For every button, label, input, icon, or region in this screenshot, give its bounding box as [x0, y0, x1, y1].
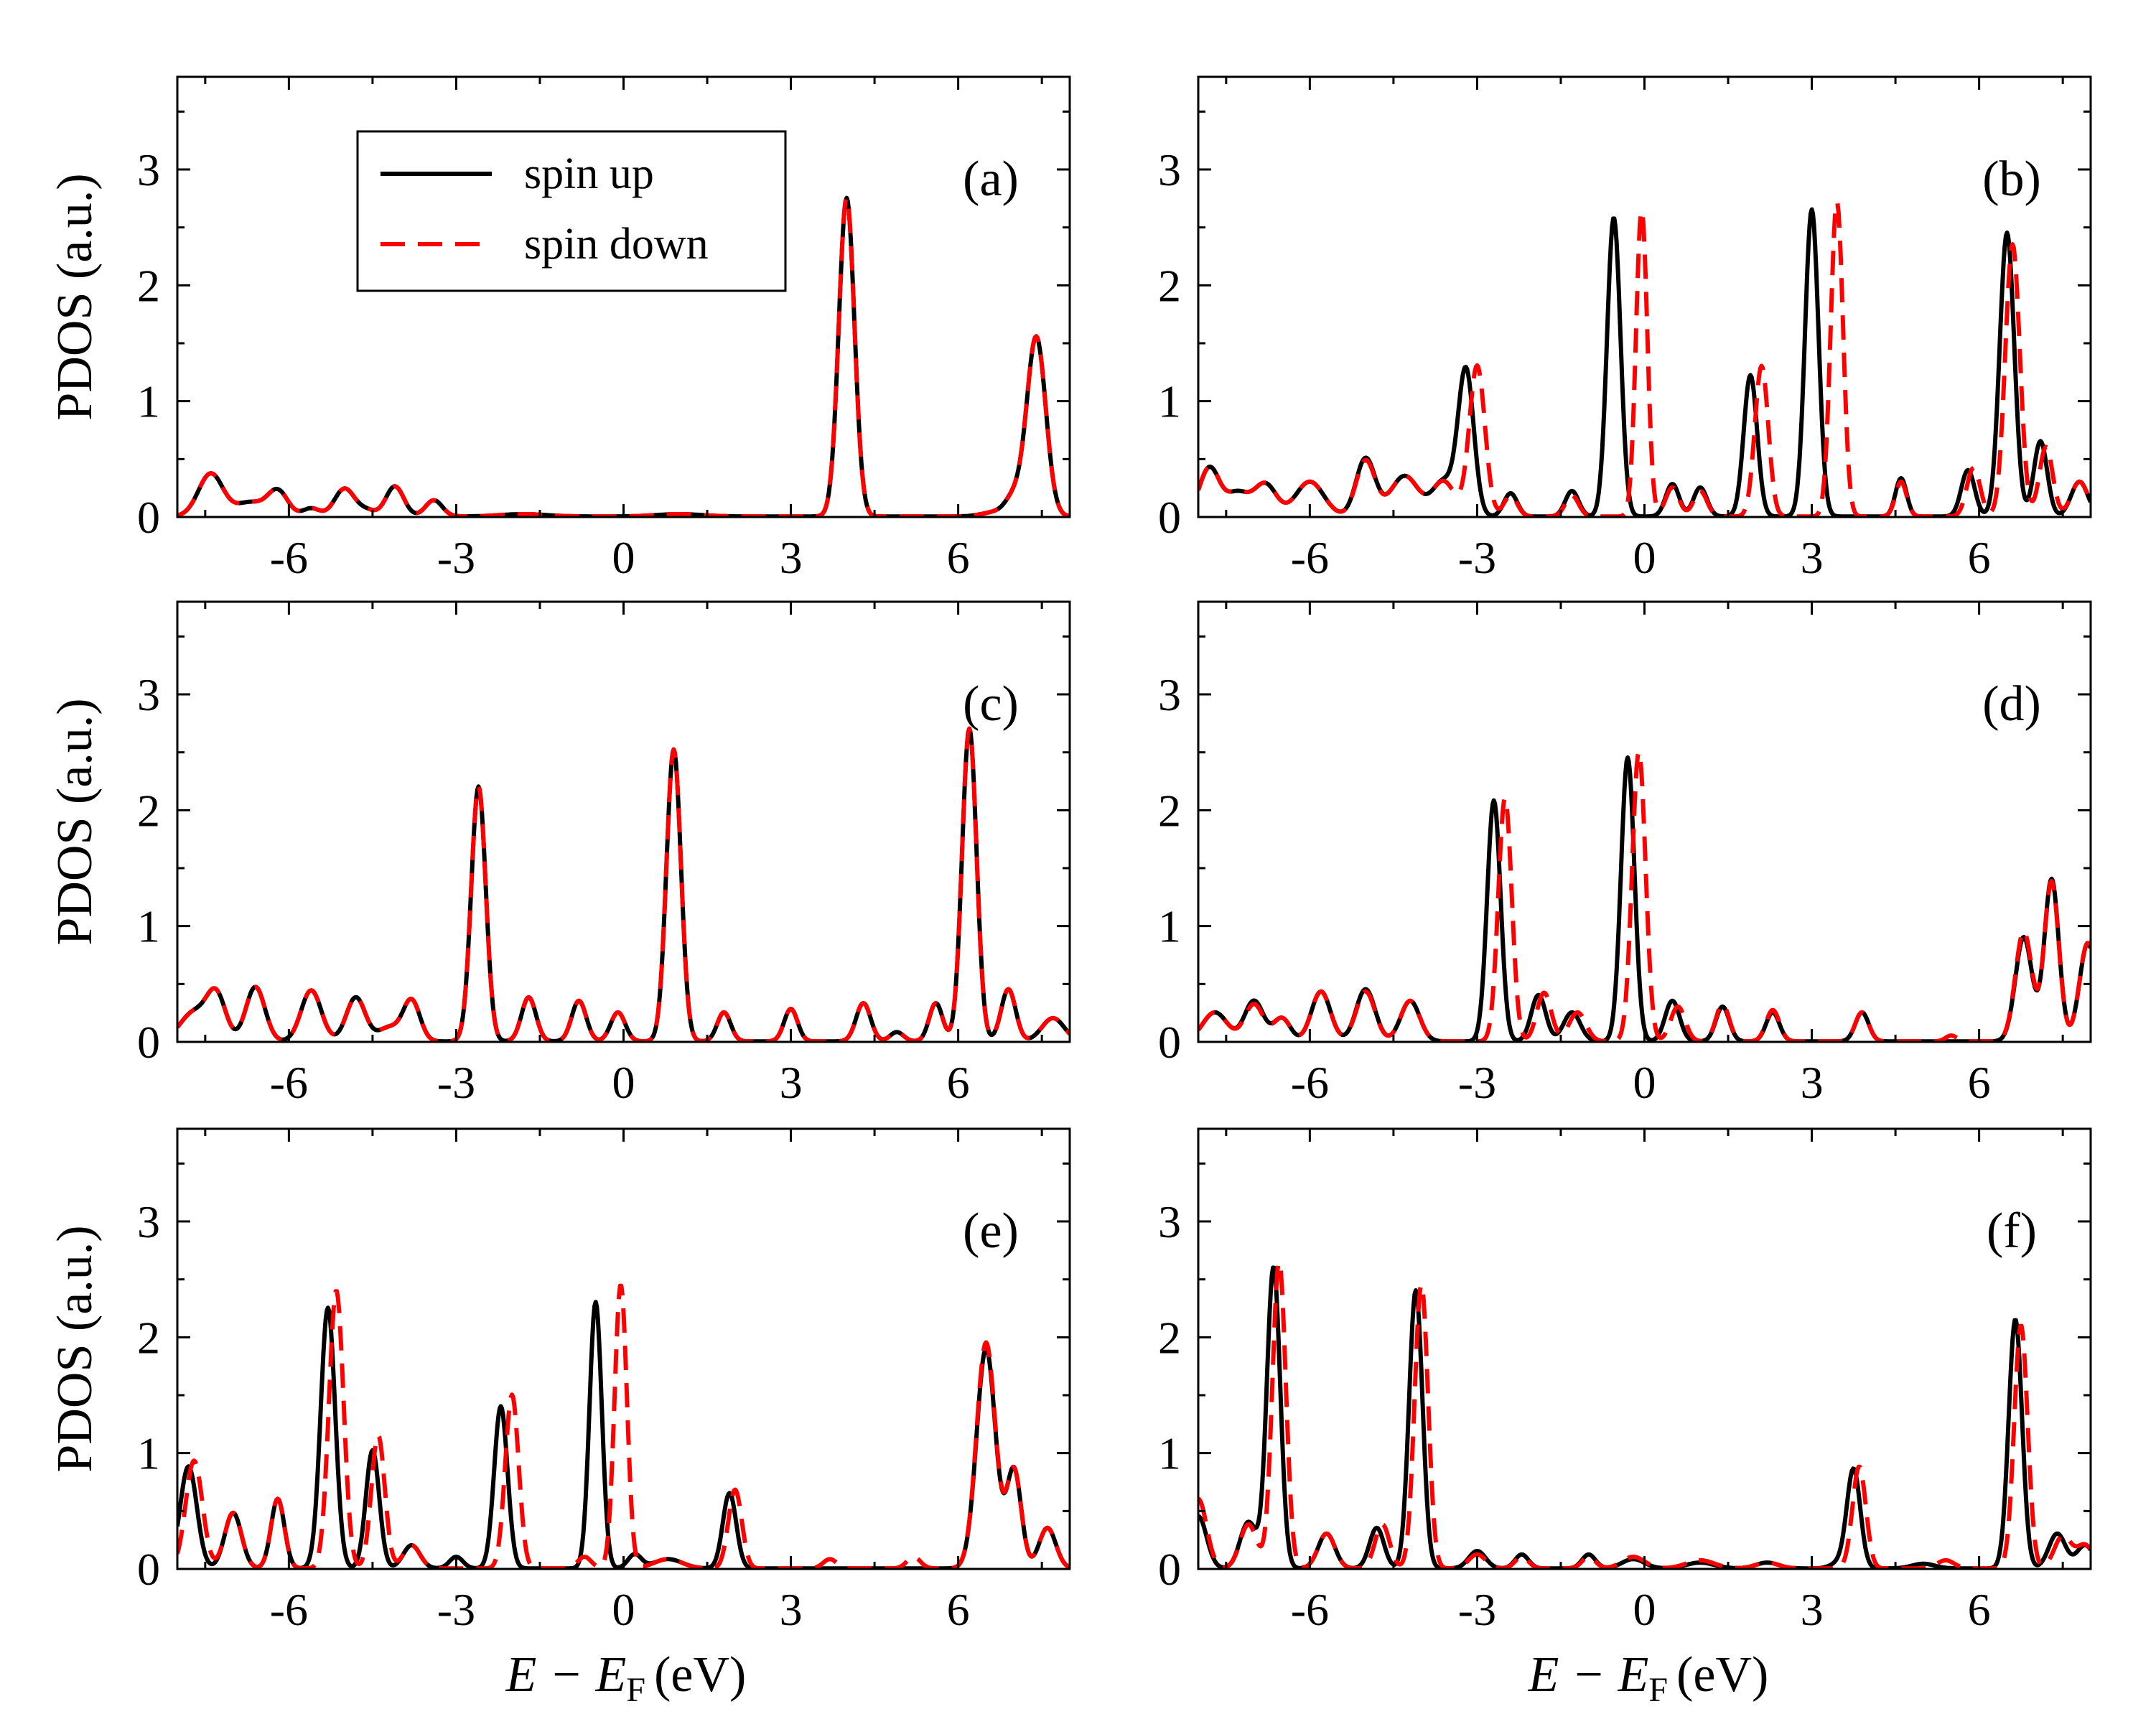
x-tick-label: -3	[1458, 1584, 1496, 1635]
spin-up-curve	[177, 1300, 1070, 1569]
panel-label: (b)	[1982, 152, 2041, 207]
y-axis-title: PDOS (a.u.)	[47, 173, 103, 420]
x-tick-label: -6	[270, 1057, 308, 1108]
svg-text:E − EF(eV): E − EF (eV)	[505, 1647, 747, 1709]
spin-up-curve	[177, 726, 1070, 1042]
x-tick-label: 0	[612, 532, 635, 583]
xlabel-unit: (eV)	[1676, 1647, 1768, 1703]
panel-e: -6 -3 0 3 6 0 1 2 3 (e) PDOS (a.u.)	[47, 1127, 1071, 1635]
x-tick-label: -6	[1291, 532, 1329, 583]
x-tick-label: 6	[947, 532, 970, 583]
x-tick-label: -3	[437, 1057, 475, 1108]
x-tick-label: 6	[1968, 1057, 1991, 1108]
xlabel-main: E − E	[1528, 1647, 1649, 1703]
y-tick-label: 3	[137, 669, 160, 720]
legend-spin-up-label: spin up	[524, 149, 654, 198]
y-tick-label: 3	[1158, 669, 1181, 720]
x-tick-label: 3	[1801, 1057, 1824, 1108]
spin-up-curve	[1198, 1265, 2091, 1569]
legend: spin up spin down	[356, 130, 787, 292]
panel-a: -6 -3 0 3 6 0 1 2 3 (a) PDOS (a.u.)	[47, 75, 1071, 583]
spin-down-curve	[1198, 1260, 2091, 1569]
x-tick-label: 0	[612, 1057, 635, 1108]
xlabel-sub: F	[626, 1671, 645, 1709]
x-tick-label: 0	[612, 1584, 635, 1635]
xlabel-sub: F	[1648, 1671, 1668, 1709]
y-tick-label: 0	[1158, 1544, 1181, 1595]
y-tick-label: 0	[137, 492, 160, 543]
x-tick-label: 6	[947, 1584, 970, 1635]
y-tick-label: 0	[137, 1017, 160, 1068]
y-tick-label: 0	[1158, 1017, 1181, 1068]
legend-box	[356, 130, 787, 292]
panel-label: (e)	[963, 1203, 1019, 1259]
y-tick-label: 0	[1158, 492, 1181, 543]
panel-label: (f)	[1987, 1203, 2037, 1259]
spin-down-curve	[1198, 749, 2091, 1042]
x-tick-label: 0	[1633, 1584, 1656, 1635]
x-tick-label: -3	[1458, 532, 1496, 583]
spin-down-curve	[177, 1283, 1070, 1569]
x-tick-label: -6	[270, 1584, 308, 1635]
panel-label: (d)	[1982, 676, 2041, 732]
x-tick-label: -3	[1458, 1057, 1496, 1108]
x-tick-label: 0	[1633, 532, 1656, 583]
y-tick-label: 2	[137, 260, 160, 311]
x-tick-label: 6	[1968, 1584, 1991, 1635]
x-tick-label: -6	[1291, 1584, 1329, 1635]
spin-down-curve	[1198, 200, 2091, 517]
y-tick-label: 2	[137, 1312, 160, 1363]
plot-frame	[1197, 1127, 2092, 1570]
panel-f: -6 -3 0 3 6 0 1 2 3 (f)	[1158, 1127, 2092, 1635]
y-tick-label: 1	[1158, 1428, 1181, 1479]
x-tick-label: 3	[1801, 1584, 1824, 1635]
x-axis-title-left: E − EF (eV)	[505, 1647, 747, 1709]
panel-label: (a)	[963, 152, 1019, 207]
y-tick-label: 0	[137, 1544, 160, 1595]
spin-down-curve	[177, 726, 1070, 1042]
y-tick-label: 1	[137, 376, 160, 427]
x-tick-label: 3	[780, 1584, 803, 1635]
x-tick-label: -6	[1291, 1057, 1329, 1108]
panel-c: -6 -3 0 3 6 0 1 2 3 (c) PDOS (a.u.)	[47, 600, 1071, 1108]
x-tick-label: 0	[1633, 1057, 1656, 1108]
svg-text:E − EF(eV): E − EF (eV)	[1528, 1647, 1769, 1709]
y-tick-label: 1	[137, 1428, 160, 1479]
x-tick-label: -6	[270, 532, 308, 583]
panel-d: -6 -3 0 3 6 0 1 2 3 (d)	[1158, 600, 2092, 1108]
y-tick-label: 3	[137, 1196, 160, 1247]
y-axis-title: PDOS (a.u.)	[47, 698, 103, 945]
y-tick-label: 3	[1158, 1196, 1181, 1247]
legend-spin-down-label: spin down	[524, 220, 709, 269]
y-tick-label: 2	[137, 785, 160, 836]
panel-b: -6 -3 0 3 6 0 1 2 3 (b)	[1158, 75, 2092, 583]
x-tick-label: -3	[437, 1584, 475, 1635]
xlabel-main: E − E	[505, 1647, 627, 1703]
xlabel-unit: (eV)	[654, 1647, 746, 1703]
plot-frame	[176, 600, 1071, 1043]
y-tick-label: 2	[1158, 1312, 1181, 1363]
x-axis-title-right: E − EF (eV)	[1528, 1647, 1769, 1709]
y-tick-label: 2	[1158, 785, 1181, 836]
x-tick-label: 6	[947, 1057, 970, 1108]
y-tick-label: 3	[137, 144, 160, 195]
y-axis-title: PDOS (a.u.)	[47, 1225, 103, 1472]
y-tick-label: 3	[1158, 144, 1181, 195]
y-tick-label: 2	[1158, 260, 1181, 311]
y-tick-label: 1	[1158, 376, 1181, 427]
x-tick-label: -3	[437, 532, 475, 583]
x-tick-label: 3	[1801, 532, 1824, 583]
y-tick-label: 1	[1158, 901, 1181, 952]
x-tick-label: 3	[780, 532, 803, 583]
x-tick-label: 3	[780, 1057, 803, 1108]
y-tick-label: 1	[137, 901, 160, 952]
x-tick-label: 6	[1968, 532, 1991, 583]
panel-label: (c)	[963, 676, 1019, 732]
